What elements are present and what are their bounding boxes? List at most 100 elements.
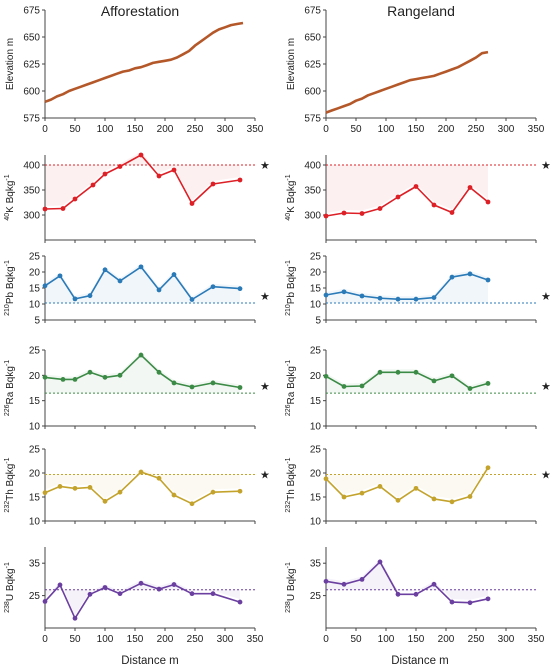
- y-tick-label: 400: [304, 161, 321, 172]
- data-point: [72, 376, 78, 382]
- y-tick-label: 350: [304, 186, 321, 197]
- x-tick-label: 0: [323, 634, 329, 645]
- y-tick-label: 10: [29, 300, 41, 311]
- reference-star: ★: [260, 291, 270, 303]
- x-tick-label: 200: [157, 124, 174, 135]
- x-tick-label: 250: [468, 634, 485, 645]
- x-tick-label: 250: [187, 124, 204, 135]
- x-tick-label: 300: [498, 124, 515, 135]
- series-line: [325, 467, 489, 503]
- y-axis-label-exponent: -1: [4, 457, 11, 463]
- data-point: [156, 287, 162, 293]
- series-band: [45, 263, 240, 303]
- x-tick-label: 250: [468, 124, 485, 135]
- data-point: [189, 591, 195, 597]
- y-tick-label: 350: [23, 186, 40, 197]
- data-point: [395, 194, 401, 200]
- data-point: [485, 199, 491, 205]
- data-point: [87, 369, 93, 375]
- series-line: [325, 185, 489, 217]
- data-point: [156, 369, 162, 375]
- data-point: [102, 374, 108, 380]
- data-point: [138, 352, 144, 358]
- y-tick-label: 15: [310, 396, 322, 407]
- panel-9: 10 15 20 25 232Th Bqkg-1 ★: [285, 445, 550, 528]
- data-point: [171, 380, 177, 386]
- panel-4: 5 10 15 20 25 210Pb Bqkg-1 ★: [4, 252, 270, 327]
- data-point: [431, 295, 437, 300]
- y-tick-label: 625: [23, 60, 40, 71]
- x-tick-label: 150: [127, 124, 144, 135]
- y-axis-label-isotope-mass: 226: [4, 404, 11, 416]
- data-point: [42, 283, 48, 289]
- data-point: [42, 374, 48, 380]
- x-tick-label: 350: [528, 634, 545, 645]
- y-tick-label: 15: [29, 284, 41, 295]
- y-axis-label-isotope-mass: 40: [4, 213, 11, 221]
- data-point: [90, 182, 96, 188]
- series-band: [45, 352, 240, 394]
- y-axis-label: 232Th Bqkg-1: [4, 457, 16, 512]
- reference-star: ★: [541, 291, 550, 303]
- x-tick-label: 150: [127, 634, 144, 645]
- data-point: [485, 596, 491, 602]
- data-point: [156, 475, 162, 481]
- data-point: [171, 582, 177, 587]
- data-point: [102, 585, 108, 590]
- data-point: [395, 497, 401, 503]
- x-tick-label: 100: [378, 634, 395, 645]
- y-axis-label-isotope-mass: 210: [4, 304, 11, 316]
- y-tick-label: 400: [23, 161, 40, 172]
- data-point: [57, 484, 63, 489]
- y-axis-label: 210Pb Bqkg-1: [4, 260, 16, 316]
- data-point: [485, 277, 491, 283]
- series-line: [44, 471, 241, 505]
- series-band: [45, 469, 240, 501]
- series-line: [44, 582, 241, 620]
- data-point: [431, 202, 437, 208]
- y-tick-label: 25: [29, 346, 41, 357]
- y-axis-label-isotope-mass: 226: [285, 404, 292, 416]
- y-tick-label: 10: [310, 422, 322, 433]
- y-tick-label: 575: [304, 114, 321, 125]
- x-tick-label: 50: [69, 124, 81, 135]
- data-point: [323, 292, 329, 298]
- chart-title: Rangeland: [387, 3, 455, 19]
- y-axis-label-isotope-mass: 238: [285, 601, 292, 613]
- y-tick-label: 10: [310, 300, 322, 311]
- y-axis-label-exponent: -1: [4, 562, 11, 568]
- data-point: [237, 385, 243, 390]
- data-point: [138, 264, 144, 270]
- y-tick-label: 20: [29, 268, 41, 279]
- data-point: [341, 581, 347, 587]
- y-tick-label: 10: [29, 517, 41, 528]
- y-axis-label: Elevation m: [286, 38, 297, 90]
- x-tick-label: 50: [350, 634, 362, 645]
- series-line: [325, 50, 489, 114]
- y-tick-label: 15: [29, 396, 41, 407]
- reference-star: ★: [260, 160, 270, 172]
- x-tick-label: 50: [350, 124, 362, 135]
- y-tick-label: 10: [310, 517, 322, 528]
- panel-3: 300 350 400 40K Bqkg-1 ★: [285, 155, 550, 243]
- data-point: [413, 369, 419, 375]
- x-axis-label-right: Distance m: [391, 655, 449, 667]
- reference-star: ★: [541, 469, 550, 481]
- data-point: [72, 196, 78, 202]
- y-axis-label-isotope-mass: 232: [285, 501, 292, 513]
- data-point: [359, 293, 365, 299]
- y-axis-label-main: U Bqkg: [5, 568, 16, 601]
- y-tick-label: 675: [304, 6, 321, 17]
- data-point: [156, 173, 162, 179]
- y-tick-label: 575: [23, 114, 40, 125]
- data-point: [237, 488, 243, 494]
- data-point: [237, 286, 243, 292]
- data-point: [431, 581, 437, 587]
- x-tick-label: 0: [323, 124, 329, 135]
- data-point: [156, 586, 162, 592]
- data-point: [210, 591, 216, 597]
- panel-6: 10 15 20 25 226Ra Bqkg-1 ★: [4, 346, 270, 433]
- x-axis-label-left: Distance m: [121, 655, 179, 667]
